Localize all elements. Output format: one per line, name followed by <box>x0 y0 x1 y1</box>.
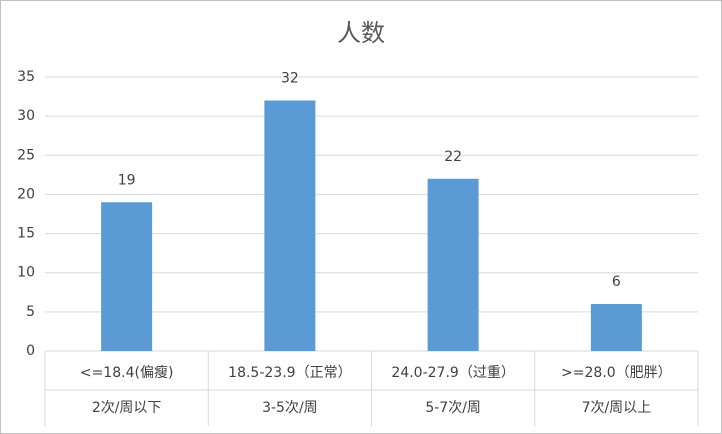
data-label: 32 <box>281 70 299 86</box>
y-tick-label: 30 <box>17 108 35 124</box>
y-tick-label: 10 <box>17 265 35 281</box>
x-tick-label-level2: 3-5次/周 <box>262 400 318 416</box>
x-tick-label-level2: 7次/周以上 <box>582 400 652 416</box>
y-tick-label: 15 <box>17 226 35 242</box>
x-tick-label: <=18.4(偏瘦) <box>80 364 174 381</box>
bar <box>101 202 153 351</box>
y-tick-label: 20 <box>17 186 35 202</box>
y-tick-label: 25 <box>17 147 35 163</box>
x-tick-label: 18.5-23.9（正常） <box>228 365 351 381</box>
bar <box>427 178 479 351</box>
y-tick-label: 0 <box>26 343 35 359</box>
x-tick-label: >=28.0（肥胖） <box>561 365 672 381</box>
data-label: 22 <box>444 149 462 165</box>
data-label: 19 <box>118 172 136 188</box>
y-tick-label: 35 <box>17 69 35 85</box>
chart-title: 人数 <box>337 19 385 47</box>
bar <box>590 304 642 351</box>
x-tick-label: 24.0-27.9（过重） <box>391 365 514 381</box>
bar <box>264 100 316 351</box>
data-label: 6 <box>612 274 621 290</box>
x-tick-label-level2: 5-7次/周 <box>425 400 481 416</box>
y-tick-label: 5 <box>26 304 35 320</box>
x-tick-label-level2: 2次/周以下 <box>92 400 162 416</box>
